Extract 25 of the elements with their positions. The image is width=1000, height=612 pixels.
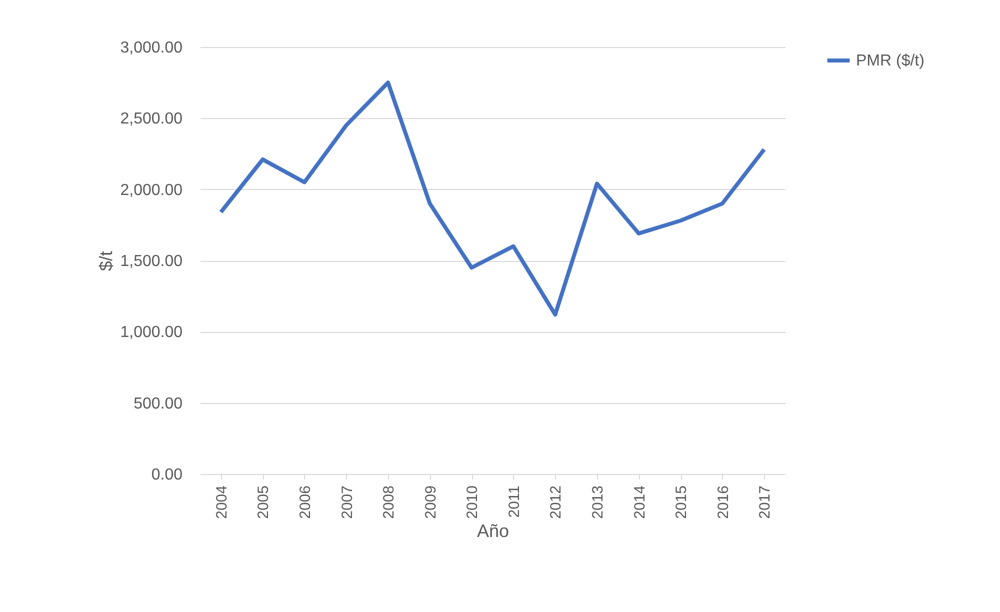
y-tick-label: 2,500.00 [120, 110, 183, 128]
x-tick-label: 2011 [506, 486, 523, 518]
y-tick-label: 1,500.00 [120, 253, 183, 270]
x-tick-label: 2013 [589, 486, 606, 519]
x-tick-label: 2007 [338, 486, 356, 519]
x-tick-label: 2010 [464, 486, 482, 519]
y-tick-label: 500.00 [134, 395, 183, 412]
y-tick-label: 0.00 [151, 466, 183, 484]
x-tick-label: 2017 [756, 486, 774, 519]
x-tick-label: 2004 [213, 486, 230, 519]
x-tick-label: 2009 [422, 486, 440, 519]
line-series [218, 80, 766, 317]
x-tick-label: 2016 [714, 486, 732, 519]
x-tick-label: 2012 [548, 486, 565, 519]
x-tick-label: 2015 [673, 486, 690, 519]
x-tick-label: 2014 [631, 486, 648, 519]
x-tick-label: 2006 [296, 486, 314, 519]
x-tick-label: 2008 [380, 486, 398, 519]
y-axis-title: $/t [96, 250, 116, 272]
legend-label: PMR ($/t) [856, 52, 924, 70]
x-tick-label: 2005 [255, 486, 272, 519]
y-tick-label: 3,000.00 [120, 40, 183, 56]
y-tick-label: 1,000.00 [120, 324, 183, 342]
x-axis-title: Año [476, 520, 510, 541]
y-tick-label: 2,000.00 [120, 182, 183, 199]
